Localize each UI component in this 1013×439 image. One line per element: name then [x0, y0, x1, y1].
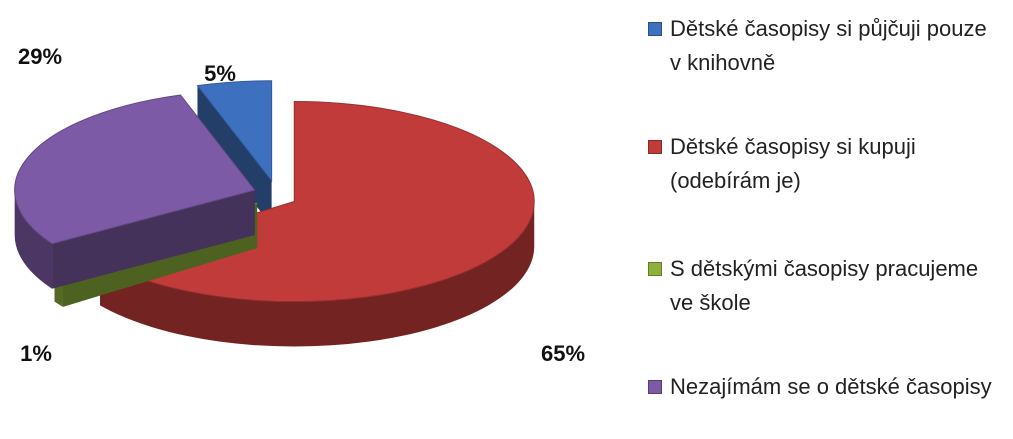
- legend-label: Dětské časopisy si kupuji (odebírám je): [670, 134, 916, 193]
- legend-swatch: [648, 140, 662, 154]
- slice-side: [14, 190, 53, 289]
- legend-swatch: [648, 22, 662, 36]
- slice: [14, 94, 256, 289]
- legend-label: Nezajímám se o dětské časopisy: [670, 374, 992, 399]
- legend-label: S dětskými časopisy pracujeme ve škole: [670, 256, 979, 315]
- slice-top: [14, 94, 256, 245]
- slice-side: [100, 201, 535, 347]
- legend-item: Dětské časopisy si půjčuji pouze v kniho…: [648, 12, 993, 80]
- chart: 5% 65% 1% 29%: [14, 44, 585, 366]
- legend-label: Dětské časopisy si půjčuji pouze v kniho…: [670, 16, 987, 75]
- data-label: 1%: [20, 341, 52, 366]
- data-label: 65%: [541, 341, 585, 366]
- legend-swatch: [648, 380, 662, 394]
- data-label: 5%: [204, 61, 236, 86]
- legend-item: S dětskými časopisy pracujeme ve škole: [648, 252, 993, 320]
- legend-swatch: [648, 262, 662, 276]
- legend-item: Dětské časopisy si kupuji (odebírám je): [648, 130, 993, 198]
- legend-item: Nezajímám se o dětské časopisy: [648, 370, 993, 404]
- slice-top: [196, 80, 273, 183]
- data-label: 29%: [18, 44, 62, 69]
- slice-wall: [52, 190, 255, 289]
